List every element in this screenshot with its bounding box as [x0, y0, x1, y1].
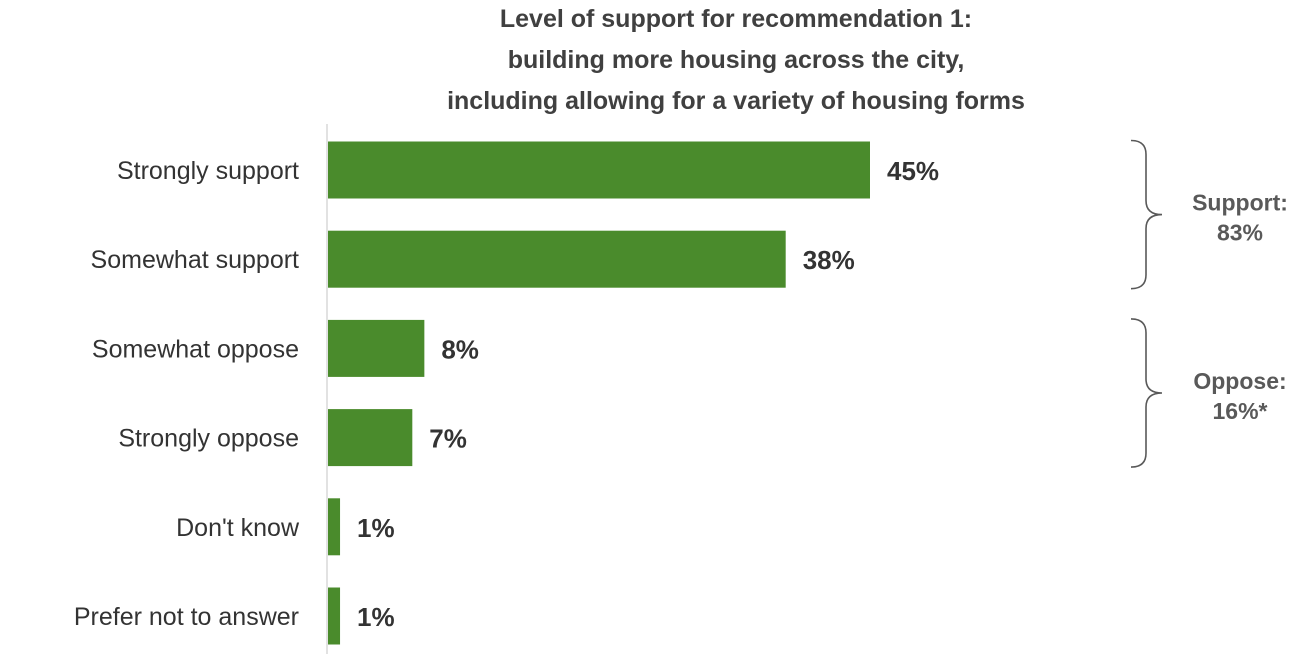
bar-4: [328, 498, 341, 556]
bar-5: [328, 587, 341, 645]
group-label-1-title: Oppose:: [1193, 368, 1286, 394]
value-label-5: 1%: [357, 602, 395, 632]
category-labels: Strongly support Somewhat support Somewhat…: [74, 157, 300, 631]
group-brackets: Support: 83% Oppose: 16%*: [1130, 139, 1288, 468]
category-label-5: Prefer not to answer: [74, 603, 299, 631]
chart-title-line-3: including allowing for a variety of hous…: [447, 87, 1025, 115]
value-label-3: 7%: [429, 424, 467, 454]
bar-1: [328, 230, 786, 288]
group-label-1-value: 16%*: [1213, 398, 1268, 424]
value-label-2: 8%: [441, 334, 479, 364]
group-label-0-title: Support:: [1192, 190, 1288, 216]
chart-title-line-2: building more housing across the city,: [508, 46, 965, 74]
bars: [328, 141, 870, 645]
value-label-4: 1%: [357, 513, 395, 543]
category-label-0: Strongly support: [117, 157, 299, 185]
value-labels: 45% 38% 8% 7% 1% 1%: [357, 156, 939, 632]
category-label-4: Don't know: [176, 514, 300, 542]
chart-title-line-1: Level of support for recommendation 1:: [500, 5, 972, 33]
value-label-0: 45%: [887, 156, 939, 186]
bar-0: [328, 141, 870, 199]
category-label-1: Somewhat support: [91, 246, 300, 274]
bar-3: [328, 409, 413, 467]
group-bracket-1: [1130, 318, 1163, 468]
bar-2: [328, 319, 425, 377]
category-label-3: Strongly oppose: [118, 425, 299, 453]
category-label-2: Somewhat oppose: [92, 335, 299, 363]
chart-title: Level of support for recommendation 1: b…: [447, 5, 1025, 115]
group-label-0-value: 83%: [1217, 220, 1263, 246]
group-bracket-0: [1130, 139, 1163, 290]
value-label-1: 38%: [803, 245, 855, 275]
